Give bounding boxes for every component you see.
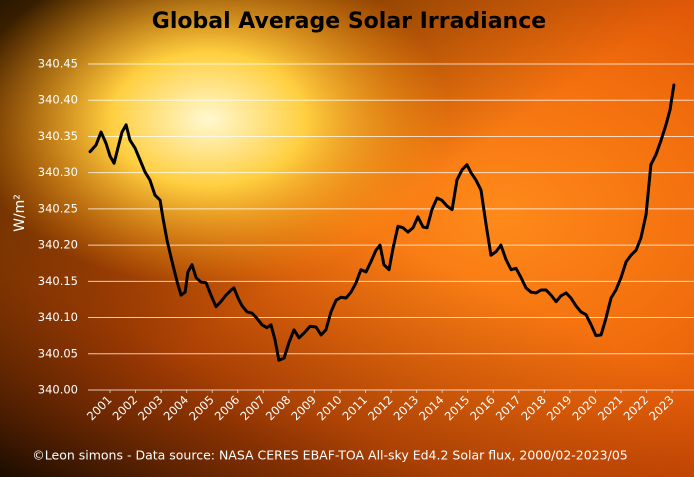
y-tick-label: 340.35 — [38, 129, 78, 143]
source-note: ©Leon simons - Data source: NASA CERES E… — [32, 448, 627, 463]
y-axis-label: W/m² — [12, 194, 28, 232]
y-tick-label: 340.05 — [38, 346, 78, 360]
data-line — [88, 83, 676, 362]
y-tick-label: 340.15 — [38, 274, 78, 288]
y-tick-label: 340.10 — [38, 310, 78, 324]
y-tick-label: 340.45 — [38, 57, 78, 71]
y-tick-label: 340.40 — [38, 93, 78, 107]
chart-title: Global Average Solar Irradiance — [152, 9, 546, 34]
y-tick-label: 340.25 — [38, 201, 78, 215]
y-tick-label: 340.00 — [38, 383, 78, 397]
y-tick-label: 340.30 — [38, 165, 78, 179]
y-tick-label: 340.20 — [38, 238, 78, 252]
